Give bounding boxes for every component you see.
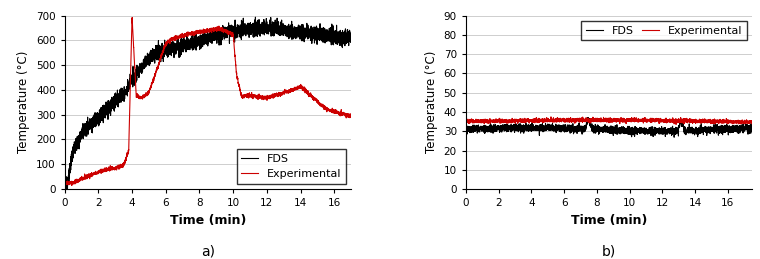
FDS xyxy=(494,124,503,127)
FDS xyxy=(670,136,679,139)
FDS xyxy=(511,124,520,127)
Line: Experimental: Experimental xyxy=(466,117,752,124)
X-axis label: Time (min): Time (min) xyxy=(571,214,648,227)
Experimental xyxy=(743,121,752,124)
Experimental xyxy=(711,118,720,121)
Legend: FDS, Experimental: FDS, Experimental xyxy=(581,21,747,40)
FDS xyxy=(251,16,260,19)
FDS xyxy=(711,126,720,129)
FDS xyxy=(748,128,757,132)
FDS xyxy=(109,99,119,102)
Experimental xyxy=(672,123,681,126)
Experimental xyxy=(494,120,503,123)
Line: Experimental: Experimental xyxy=(65,17,351,185)
FDS xyxy=(60,188,69,191)
Y-axis label: Temperature (°C): Temperature (°C) xyxy=(425,51,438,154)
Line: FDS: FDS xyxy=(65,17,351,189)
Experimental xyxy=(310,96,319,99)
Experimental xyxy=(748,120,757,123)
Y-axis label: Temperature (°C): Temperature (°C) xyxy=(17,51,30,154)
FDS xyxy=(341,33,350,36)
Experimental xyxy=(60,181,69,184)
FDS xyxy=(93,121,102,125)
Text: a): a) xyxy=(201,244,215,258)
Experimental xyxy=(546,115,556,118)
X-axis label: Time (min): Time (min) xyxy=(169,214,246,227)
FDS xyxy=(572,127,581,130)
Legend: FDS, Experimental: FDS, Experimental xyxy=(236,149,346,184)
FDS xyxy=(182,35,192,38)
FDS xyxy=(584,118,593,121)
Experimental xyxy=(93,172,102,175)
FDS xyxy=(170,46,179,49)
FDS xyxy=(743,125,752,128)
Experimental xyxy=(128,16,137,19)
Text: b): b) xyxy=(602,244,616,258)
Experimental xyxy=(67,184,76,187)
Experimental xyxy=(182,32,192,35)
Experimental xyxy=(110,166,119,169)
FDS xyxy=(584,116,593,119)
Experimental xyxy=(584,117,593,120)
Line: FDS: FDS xyxy=(466,118,752,137)
FDS xyxy=(461,126,470,130)
Experimental xyxy=(170,37,179,40)
Experimental xyxy=(341,113,350,116)
Experimental xyxy=(511,119,520,123)
Experimental xyxy=(347,115,356,118)
Experimental xyxy=(461,121,470,124)
FDS xyxy=(347,41,356,44)
FDS xyxy=(310,31,319,34)
Experimental xyxy=(572,118,581,121)
